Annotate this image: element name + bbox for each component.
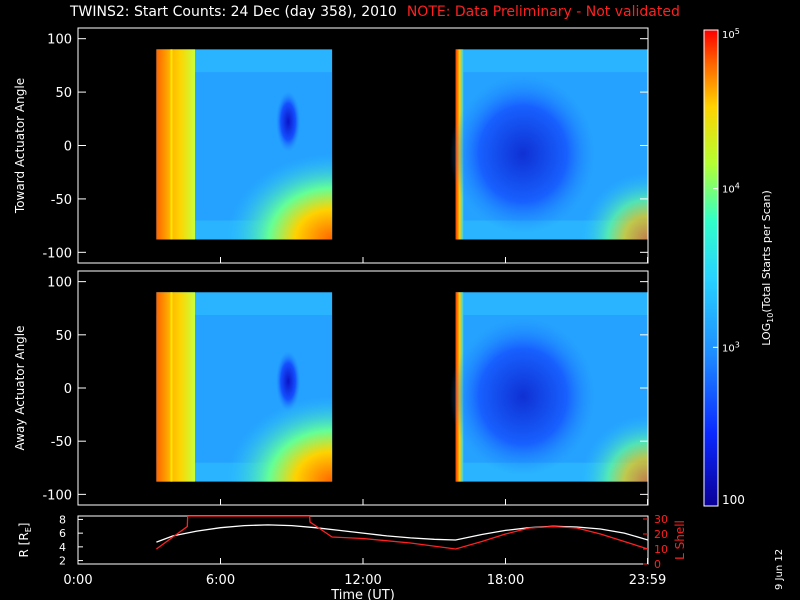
y-tick-label: 100 (47, 276, 72, 291)
x-tick-label: 12:00 (344, 573, 381, 588)
y-tick-label: -50 (51, 193, 72, 208)
orbit-left-tick-label: 4 (59, 541, 66, 554)
y-tick-label: 0 (64, 382, 72, 397)
y-tick-label: 0 (64, 140, 72, 155)
y-tick-label: 100 (47, 33, 72, 48)
heatmap-minimum (275, 91, 301, 153)
orbit-right-label: L Shell (673, 520, 687, 560)
orbit-left-tick-label: 2 (59, 555, 66, 568)
orbit-right-tick-label: 0 (654, 558, 661, 571)
preliminary-note: NOTE: Data Preliminary - Not validated (406, 4, 680, 20)
orbit-left-tick-label: 6 (59, 527, 66, 540)
heatmap-segment (156, 292, 333, 482)
y-axis-label: Away Actuator Angle (13, 325, 27, 450)
heatmap-minimum (449, 316, 597, 476)
heatmap-minimum (449, 74, 597, 234)
colorbar-tick-label: 103 (722, 340, 740, 354)
panel-away: 100 50 0 -50 -100 Away Actuator Angle (13, 270, 649, 506)
x-axis-label: Time (UT) (330, 588, 395, 600)
x-tick-label: 6:00 (206, 573, 235, 588)
heatmap-stripe (170, 49, 173, 240)
title-text: TWINS2: Start Counts: 24 Dec (day 358), … (70, 4, 397, 20)
chart-title: TWINS2: Start Counts: 24 Dec (day 358), … (70, 4, 680, 20)
heatmap-edge-hot (156, 49, 196, 240)
panel-toward: 100 50 0 -50 -100 Toward Actuator Angle (13, 27, 649, 264)
x-tick-label: 23:59 (629, 573, 666, 588)
heatmap-segment (156, 49, 333, 240)
y-tick-label: -100 (42, 246, 72, 261)
y-tick-label: 50 (55, 86, 72, 101)
heatmap-segment (449, 292, 648, 482)
orbit-right-tick-label: 30 (654, 513, 668, 526)
heatmap-corner-hot (226, 153, 333, 240)
colorbar-label: LOG10(Total Starts per Scan) (760, 190, 775, 346)
date-stamp: 9 Jun 12 (774, 548, 785, 590)
y-tick-label: -50 (51, 435, 72, 450)
lshell-series-line (156, 516, 648, 550)
heatmap-stripe (170, 292, 173, 482)
colorbar (703, 29, 719, 507)
y-axis-label: Toward Actuator Angle (13, 78, 27, 214)
orbit-left-tick-label: 8 (59, 513, 66, 526)
heatmap-edge-hot (156, 292, 196, 482)
orbit-left-label: R [RE] (17, 523, 33, 558)
colorbar-tick-label: 100 (722, 493, 745, 507)
colorbar-tick-label: 105 (722, 27, 740, 41)
colorbar-tick-label: 104 (722, 182, 740, 196)
y-tick-label: -100 (42, 488, 72, 503)
x-tick-label: 18:00 (487, 573, 524, 588)
heatmap-segment (449, 49, 648, 240)
orbit-right-tick-label: 20 (654, 528, 668, 541)
heatmap-minimum (275, 350, 301, 412)
orbit-right-tick-label: 10 (654, 543, 668, 556)
x-tick-label: 0:00 (63, 573, 92, 588)
heatmap-corner-hot (580, 172, 648, 240)
heatmap-corner-hot (226, 396, 333, 482)
heatmap-corner-hot (580, 415, 648, 482)
y-tick-label: 50 (55, 329, 72, 344)
